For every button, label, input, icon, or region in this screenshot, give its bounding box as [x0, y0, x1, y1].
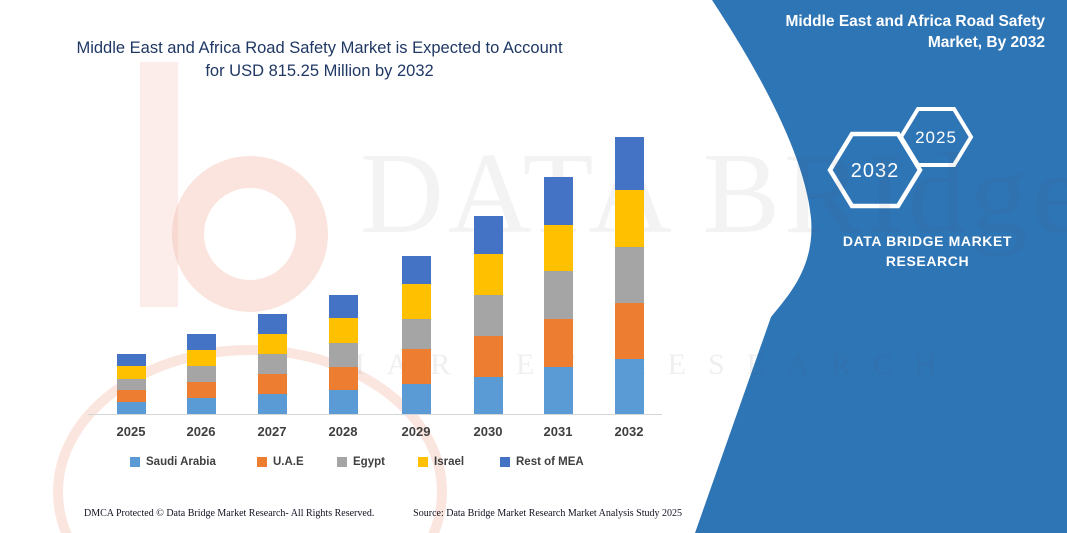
bar-segment-rest-of-mea [614, 137, 644, 191]
bar-segment-egypt [614, 246, 644, 303]
chart-title: Middle East and Africa Road Safety Marke… [62, 37, 577, 83]
stacked-bar-2030 [473, 215, 503, 414]
legend-item-u-a-e: U.A.E [257, 456, 304, 468]
bar-segment-rest-of-mea [257, 314, 287, 334]
side-panel-shape [695, 0, 1067, 533]
x-axis-line [88, 414, 662, 415]
panel-title: Middle East and Africa Road Safety Marke… [735, 11, 1045, 53]
bar-segment-rest-of-mea [186, 334, 216, 350]
bar-segment-saudi-arabia [186, 398, 216, 414]
bar-segment-saudi-arabia [543, 367, 573, 414]
x-axis-label-2032: 2032 [614, 424, 644, 439]
x-axis-label-2026: 2026 [186, 424, 216, 439]
bar-segment-israel [116, 366, 146, 380]
bar-segment-u-a-e [473, 335, 503, 378]
bar-segment-u-a-e [186, 382, 216, 398]
chart-title-line1: Middle East and Africa Road Safety Marke… [76, 39, 563, 57]
hexagon-2025-label: 2025 [915, 128, 957, 147]
footer-source: Source: Data Bridge Market Research Mark… [413, 508, 682, 519]
hexagon-2032-label: 2032 [851, 160, 900, 182]
bar-segment-israel [614, 190, 644, 247]
stacked-bar-2032 [614, 137, 644, 414]
x-axis-label-2031: 2031 [543, 424, 573, 439]
bar-segment-saudi-arabia [614, 359, 644, 414]
legend-swatch [418, 457, 428, 467]
bar-segment-u-a-e [257, 374, 287, 394]
bar-segment-israel [328, 318, 358, 344]
bar-segment-egypt [328, 343, 358, 367]
legend-item-saudi-arabia: Saudi Arabia [130, 456, 216, 468]
legend-label: Rest of MEA [516, 456, 584, 468]
bar-segment-u-a-e [401, 349, 431, 385]
bar-segment-saudi-arabia [473, 377, 503, 414]
bar-segment-egypt [473, 295, 503, 336]
legend-swatch [337, 457, 347, 467]
x-axis-label-2030: 2030 [473, 424, 503, 439]
legend-item-israel: Israel [418, 456, 464, 468]
bar-segment-egypt [401, 319, 431, 350]
bar-segment-u-a-e [116, 389, 146, 402]
stacked-bar-2029 [401, 256, 431, 414]
legend-label: U.A.E [273, 456, 304, 468]
bar-segment-israel [401, 284, 431, 320]
bar-segment-rest-of-mea [401, 256, 431, 285]
bar-segment-israel [473, 253, 503, 296]
stacked-bar-2031 [543, 177, 573, 414]
hexagon-2025 [898, 107, 974, 167]
legend-label: Saudi Arabia [146, 456, 216, 468]
legend-item-rest-of-mea: Rest of MEA [500, 456, 584, 468]
legend-label: Egypt [353, 456, 385, 468]
chart-title-line2: for USD 815.25 Million by 2032 [205, 62, 434, 80]
legend-swatch [500, 457, 510, 467]
bar-segment-rest-of-mea [328, 295, 358, 319]
stacked-bar-2028 [328, 295, 358, 414]
legend-swatch [257, 457, 267, 467]
bar-segment-rest-of-mea [543, 177, 573, 226]
bar-segment-u-a-e [614, 302, 644, 359]
bar-segment-saudi-arabia [328, 389, 358, 414]
panel-title-line1: Middle East and Africa Road Safety [785, 13, 1045, 30]
bar-segment-egypt [186, 366, 216, 382]
hexagon-2032 [827, 131, 923, 209]
x-axis-label-2027: 2027 [257, 424, 287, 439]
brand-name-line2: RESEARCH [885, 253, 970, 269]
footer-copyright: DMCA Protected © Data Bridge Market Rese… [84, 508, 375, 519]
x-axis-label-2029: 2029 [401, 424, 431, 439]
bar-segment-egypt [116, 379, 146, 390]
stacked-bar-2025 [116, 353, 146, 414]
stacked-bar-2026 [186, 334, 216, 414]
bar-segment-israel [543, 225, 573, 271]
legend-label: Israel [434, 456, 465, 468]
x-axis-label-2028: 2028 [328, 424, 358, 439]
bar-segment-saudi-arabia [257, 394, 287, 414]
panel-title-line2: Market, By 2032 [927, 34, 1045, 51]
legend-swatch [130, 457, 140, 467]
footer: DMCA Protected © Data Bridge Market Rese… [84, 508, 682, 519]
plot-area [116, 137, 644, 414]
brand-name: DATA BRIDGE MARKET RESEARCH [800, 231, 1055, 271]
bar-segment-egypt [543, 270, 573, 320]
bar-segment-u-a-e [328, 366, 358, 390]
bar-segment-saudi-arabia [401, 384, 431, 414]
x-axis-label-2025: 2025 [116, 424, 146, 439]
stacked-bar-2027 [257, 314, 287, 414]
bar-segment-u-a-e [543, 319, 573, 368]
bar-segment-egypt [257, 354, 287, 374]
bar-segment-israel [186, 350, 216, 366]
bar-segment-saudi-arabia [116, 401, 146, 414]
legend-item-egypt: Egypt [337, 456, 385, 468]
brand-name-line1: DATA BRIDGE MARKET [842, 233, 1013, 249]
bar-segment-rest-of-mea [116, 353, 146, 367]
bar-segment-israel [257, 334, 287, 354]
bar-segment-rest-of-mea [473, 215, 503, 254]
